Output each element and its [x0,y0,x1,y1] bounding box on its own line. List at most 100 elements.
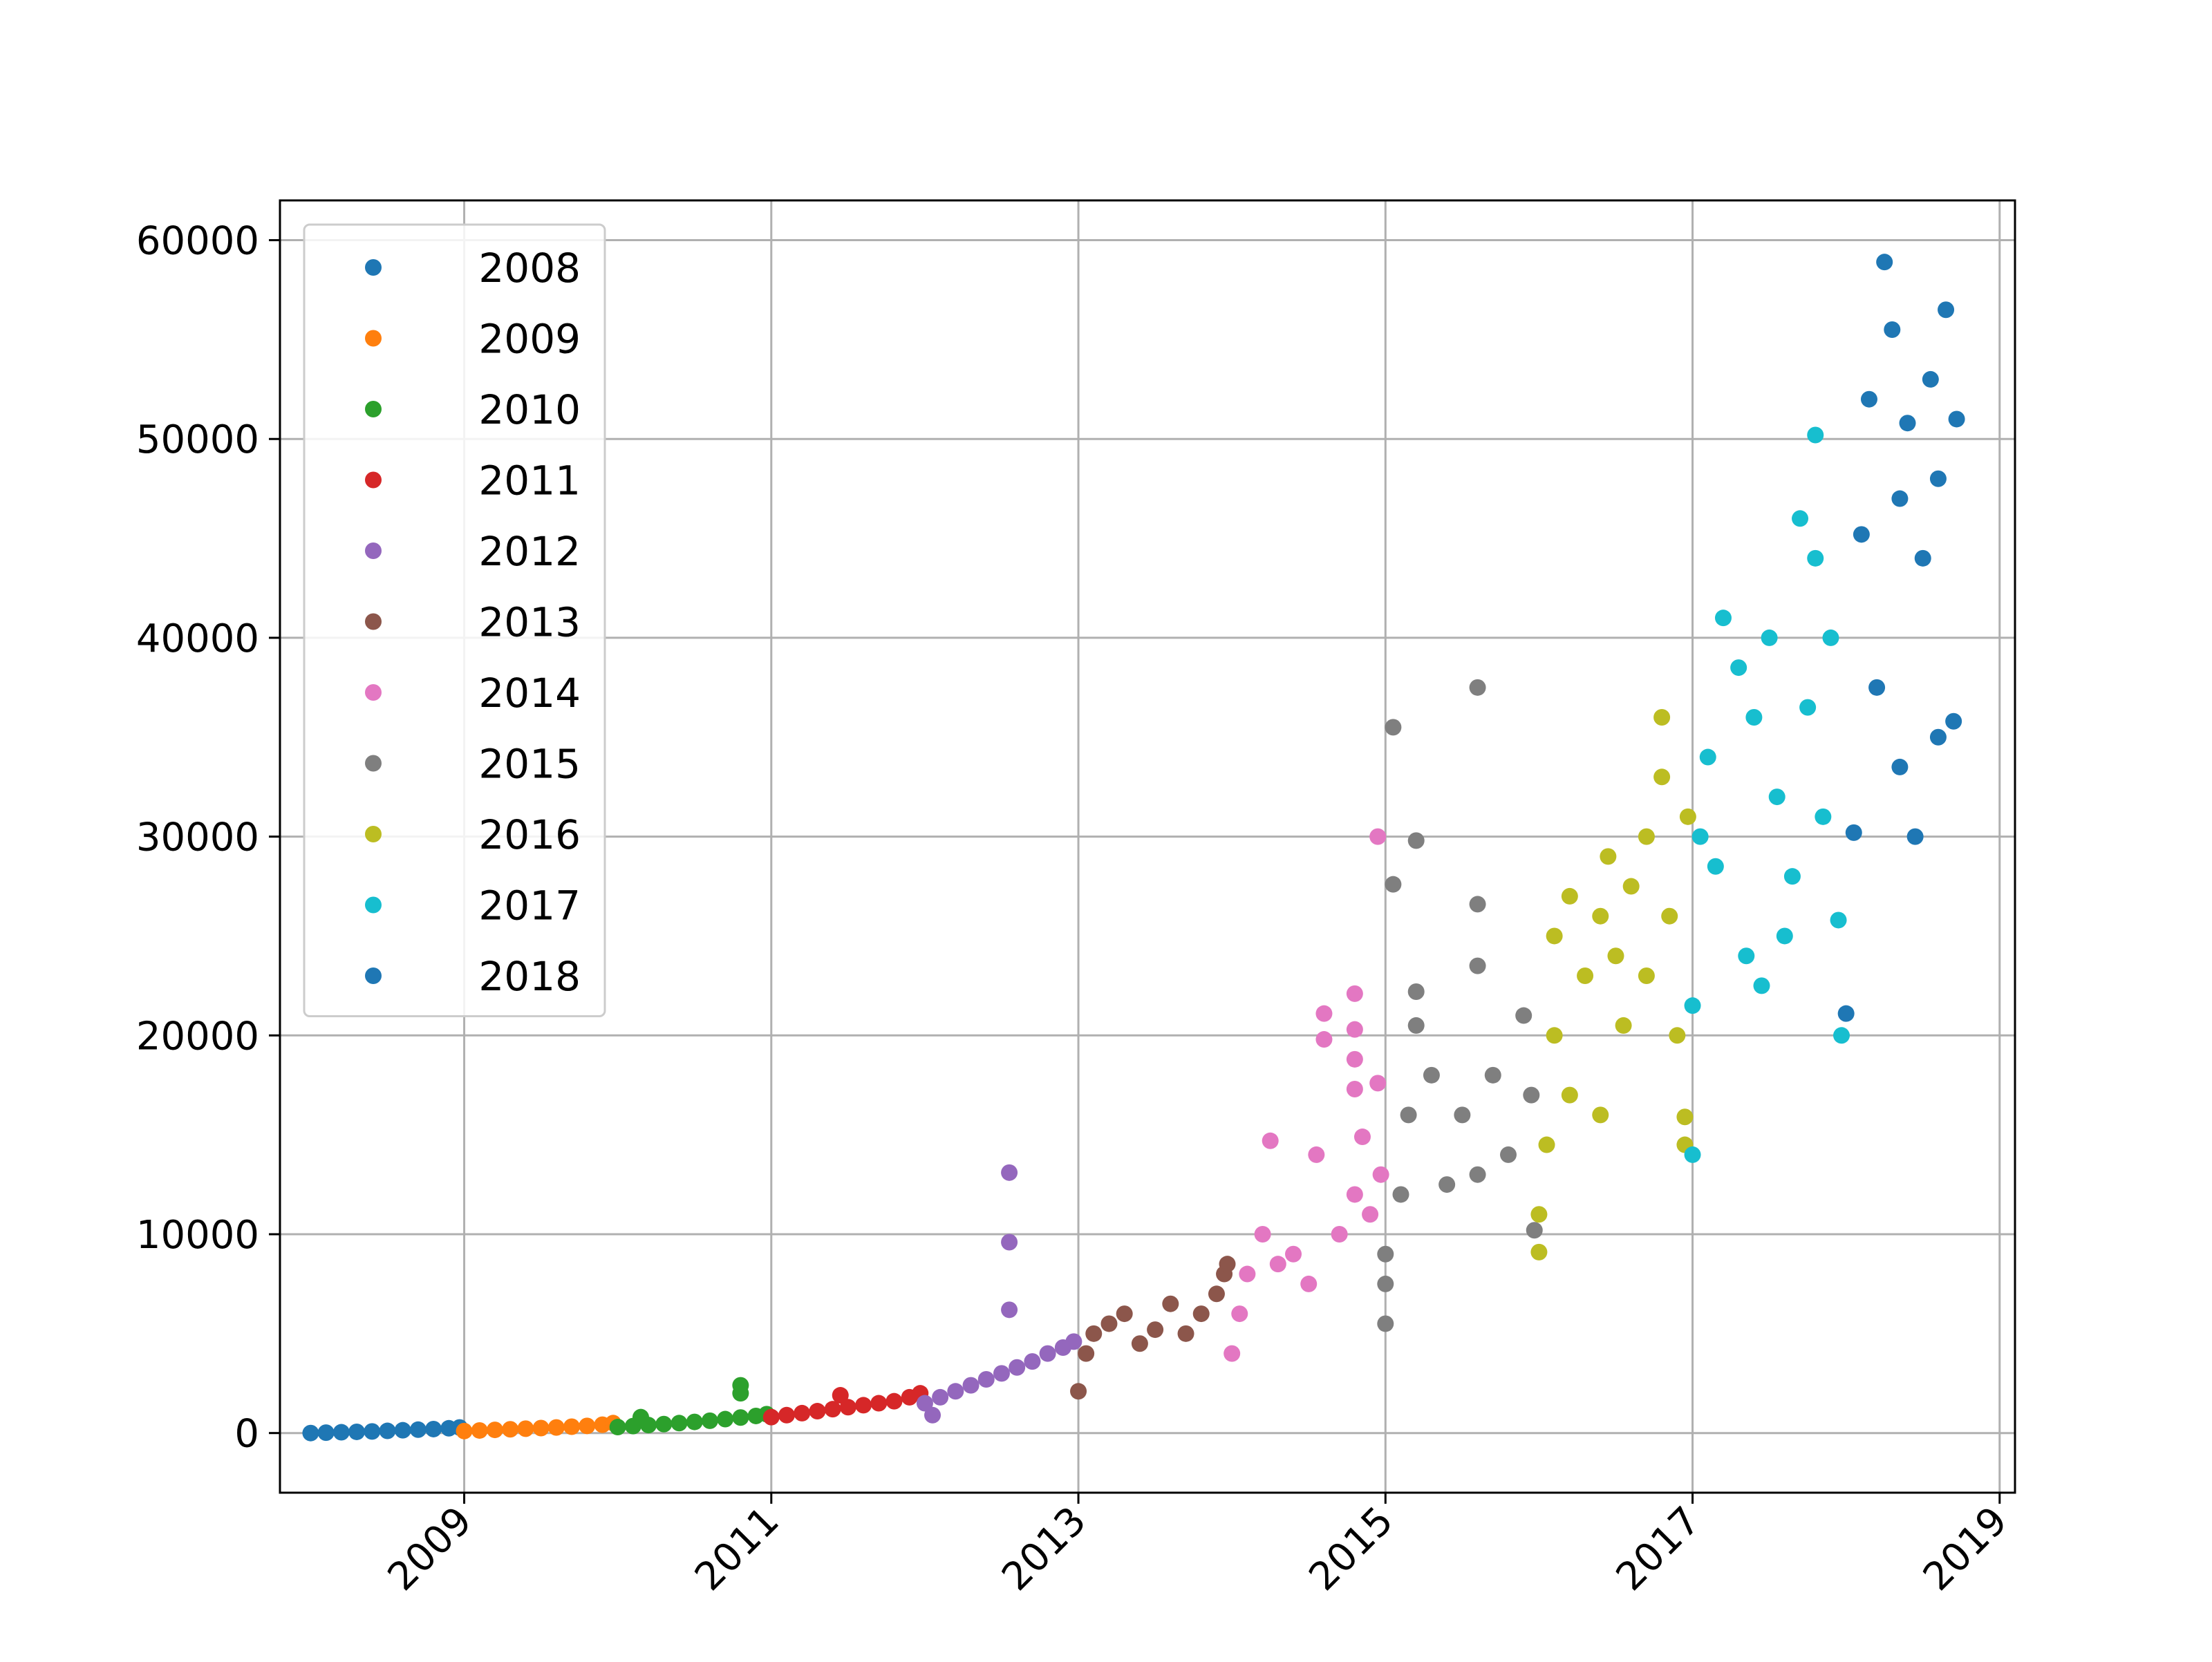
data-point [1369,828,1387,845]
data-point [1638,967,1655,984]
data-point [1224,1345,1241,1362]
data-point [1177,1325,1194,1342]
data-point [1392,1186,1409,1203]
data-point [1219,1256,1236,1273]
data-point [962,1377,980,1394]
data-point [1239,1265,1256,1283]
legend-marker [365,826,382,842]
data-point [547,1419,565,1436]
legend-marker [365,967,382,984]
data-point [655,1415,673,1433]
legend-label: 2016 [478,811,581,858]
data-point [1938,301,1955,319]
data-point [686,1413,703,1430]
series-2009 [456,1415,622,1439]
data-point [1469,679,1486,696]
data-point [1001,1301,1018,1319]
series-2017 [1684,426,1850,1163]
data-point [1131,1335,1148,1352]
data-point [1262,1132,1279,1149]
data-point [1208,1285,1225,1303]
legend-label: 2010 [478,386,581,433]
data-point [1377,1275,1394,1292]
data-point [486,1422,503,1439]
data-point [579,1417,596,1435]
data-point [1822,629,1839,646]
data-point [924,1406,941,1424]
y-tick-label: 40000 [136,616,259,661]
data-point [1231,1305,1248,1323]
data-point [379,1422,396,1439]
data-point [701,1412,718,1429]
data-point [1400,1106,1417,1124]
data-point [1315,1005,1333,1022]
data-point [1653,768,1671,786]
data-point [532,1419,550,1437]
legend-label: 2013 [478,599,581,646]
data-point [1353,1129,1371,1146]
data-point [1592,907,1609,925]
legend-marker [365,542,382,559]
data-point [1346,1021,1363,1038]
data-point [855,1397,872,1414]
series-2016 [1530,709,1696,1260]
data-point [1738,947,1755,965]
plot-frame [279,199,2016,1494]
data-point [1100,1315,1118,1332]
data-point [993,1365,1010,1382]
data-point [1469,896,1486,913]
y-tick-label: 50000 [136,417,259,462]
data-point [1753,977,1770,994]
data-point [1377,1315,1394,1332]
data-point [1515,1007,1533,1024]
data-point [348,1423,366,1440]
legend-label: 2017 [478,882,581,929]
data-point [640,1417,657,1434]
data-point [1039,1345,1056,1362]
series-2012 [916,1164,1082,1424]
data-point [1285,1245,1302,1263]
data-point [1653,709,1671,726]
data-point [1385,719,1402,736]
legend-label: 2015 [478,741,581,788]
data-point [839,1399,856,1416]
y-tick-label: 60000 [136,219,259,264]
data-point [1761,629,1778,646]
legend-label: 2008 [478,245,581,292]
data-point [1269,1256,1286,1273]
data-point [1454,1106,1471,1124]
data-point [1884,321,1901,338]
data-point [1499,1146,1517,1163]
legend-marker [365,471,382,489]
data-point [732,1409,749,1426]
data-point [332,1424,350,1441]
data-point [1768,788,1785,806]
data-point [394,1422,411,1439]
data-point [1807,426,1824,444]
data-point [1407,983,1425,1001]
data-point [1799,699,1817,716]
data-point [1369,1075,1387,1092]
data-point [1254,1226,1271,1243]
data-point [809,1403,826,1420]
data-point [1407,1017,1425,1034]
data-point [1615,1017,1632,1034]
data-point [762,1408,780,1426]
data-point [1730,659,1747,677]
data-point [1622,878,1640,895]
legend-label: 2009 [478,316,581,363]
data-point [364,1423,381,1440]
y-tick-label: 10000 [136,1213,259,1258]
data-point [1024,1353,1041,1370]
data-point [824,1401,841,1418]
data-point [1346,1080,1363,1097]
data-point [456,1422,473,1439]
data-point [1526,1222,1543,1239]
data-point [1407,832,1425,849]
legend-label: 2011 [478,457,581,504]
data-point [409,1421,427,1438]
data-point [1385,876,1402,893]
data-point [932,1388,949,1406]
data-point [1929,470,1947,487]
data-point [1116,1305,1133,1323]
